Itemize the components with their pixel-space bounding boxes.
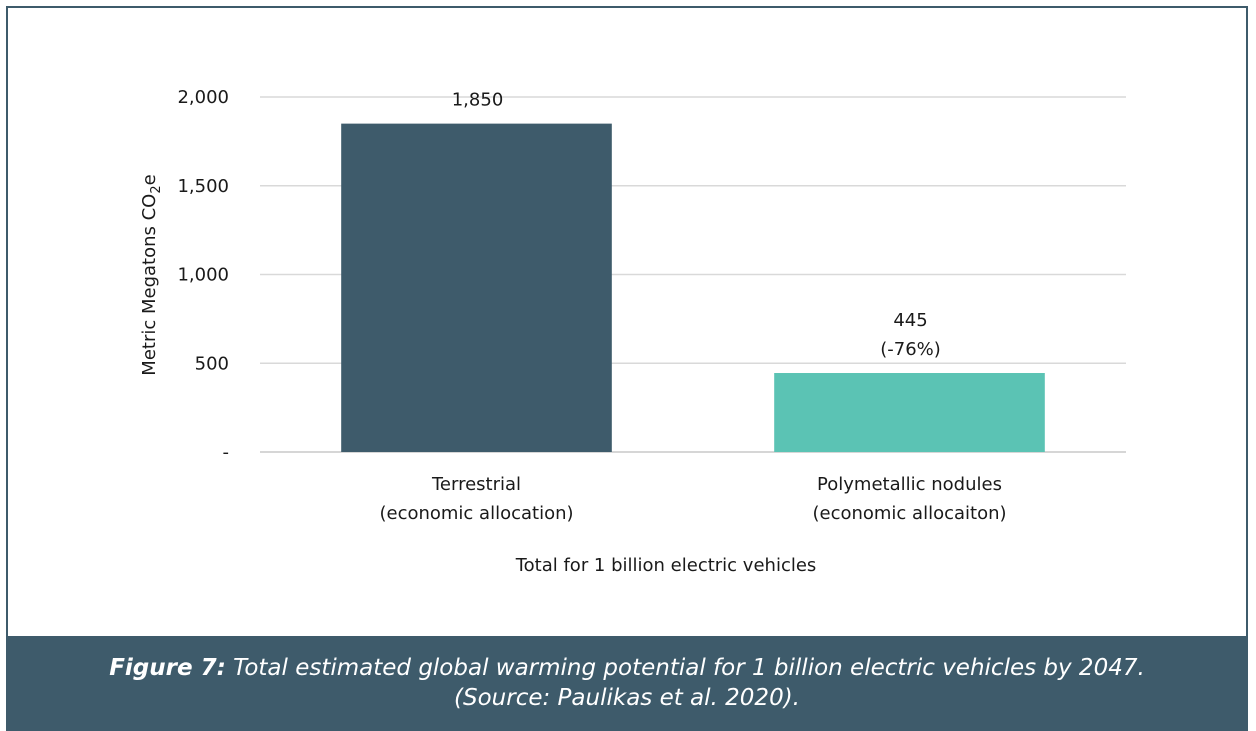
bar-chart: - 500 1,000 1,500 2,000 1,850 445 (-76%) Terre…	[139, 87, 1126, 576]
data-label: (-76%)	[880, 339, 941, 360]
data-label: 445	[893, 310, 927, 331]
y-tick-label: -	[223, 442, 230, 463]
category-label: (economic allocation)	[379, 503, 573, 524]
bar	[341, 123, 612, 452]
y-tick-label: 2,000	[177, 87, 229, 108]
x-axis-title: Total for 1 billion electric vehicles	[515, 555, 817, 576]
y-axis-title-suffix: e	[139, 174, 160, 185]
caption-line-2: (Source: Paulikas et al. 2020).	[454, 685, 800, 711]
y-tick-label: 1,000	[177, 265, 229, 286]
category-label: Terrestrial	[431, 474, 521, 495]
caption-line-1: Figure 7: Total estimated global warming…	[6, 653, 1248, 683]
data-label: 1,850	[452, 90, 504, 111]
y-tick-label: 500	[195, 353, 229, 374]
y-axis-ticks: - 500 1,000 1,500 2,000	[177, 87, 229, 463]
bar	[774, 373, 1045, 452]
figure-frame	[6, 6, 1248, 636]
x-axis-categories: Terrestrial (economic allocation) Polymeta…	[379, 474, 1006, 524]
caption-text: Total estimated global warming potential…	[225, 655, 1145, 681]
category-label: Polymetallic nodules	[817, 474, 1002, 495]
y-tick-label: 1,500	[177, 176, 229, 197]
y-axis-title-main: Metric Megatons CO	[139, 194, 160, 376]
data-labels: 1,850 445 (-76%)	[452, 90, 941, 360]
category-label: (economic allocaiton)	[812, 503, 1006, 524]
y-axis-title: Metric Megatons CO2e	[139, 174, 164, 375]
y-axis-title-subscript: 2	[149, 185, 164, 193]
caption-label: Figure 7:	[109, 655, 226, 681]
bars	[341, 123, 1045, 452]
figure-caption: Figure 7: Total estimated global warming…	[6, 636, 1248, 731]
